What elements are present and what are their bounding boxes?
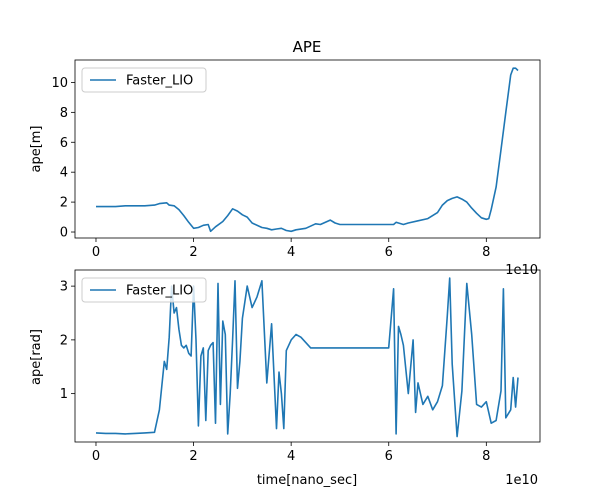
x-tick-label: 0 [92,245,100,260]
y-tick-label: 2 [60,196,68,211]
axes-frame [74,59,541,239]
y-axis-label: ape[rad] [29,329,44,385]
axes-frame [74,269,541,443]
series-line [95,277,519,438]
ape-meters-panel: APE 0 2 4 6 8 0 2 4 6 8 10 Faster_LIO ape[m] 1e10 [29,38,541,278]
y-tick-label: 6 [60,136,68,151]
x-offset-label: 1e10 [505,473,538,488]
y-axis-label: ape[m] [29,125,44,172]
legend-box [81,67,207,93]
x-offset-label: 1e10 [505,263,538,278]
x-tick-label: 2 [189,245,197,260]
x-tick-label: 6 [385,449,393,464]
x-axis-label: time[nano_sec] [257,473,357,488]
y-tick-label: 8 [60,106,68,121]
y-tick-label: 4 [60,166,68,181]
chart-title: APE [293,38,322,56]
series-line [96,67,519,233]
x-tick-label: 6 [385,245,393,260]
y-tick-label: 3 [60,280,68,295]
plot-area: 0 2 4 6 8 0 2 4 6 8 10 Faster_LIO [51,59,541,260]
ape-radians-panel: 0 2 4 6 8 1 2 3 Faster_LIO ape[rad] time[nano_se… [29,269,541,488]
legend-label: Faster_LIO [126,74,193,89]
x-tick-label: 8 [482,449,490,464]
x-tick-label: 4 [287,449,295,464]
legend-label: Faster_LIO [126,284,193,299]
x-tick-label: 8 [482,245,490,260]
x-tick-label: 4 [287,245,295,260]
y-tick-label: 1 [60,387,68,402]
y-tick-label: 2 [60,333,68,348]
legend-box [81,277,207,303]
x-tick-label: 0 [92,449,100,464]
x-tick-label: 2 [189,449,197,464]
plot-area: 0 2 4 6 8 1 2 3 Faster_LIO [60,269,541,464]
y-tick-label: 10 [51,76,68,91]
y-tick-label: 0 [60,226,68,241]
